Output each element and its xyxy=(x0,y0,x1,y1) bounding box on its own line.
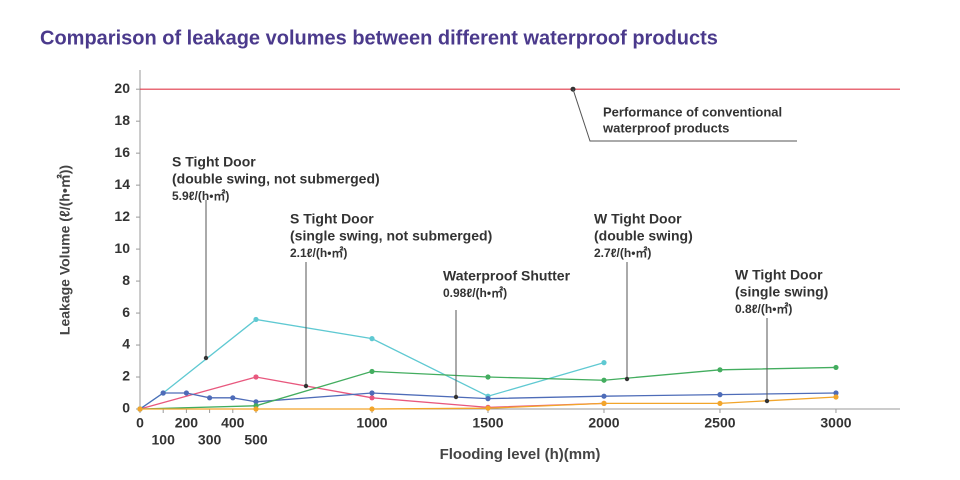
annotation-label: (single swing) xyxy=(735,284,828,300)
data-point xyxy=(485,374,491,380)
annotation-rate: 0.98ℓ/(h•㎡) xyxy=(443,285,507,300)
annotation-label: S Tight Door xyxy=(172,154,256,170)
leader-dot xyxy=(203,355,209,361)
x-tick-label: 0 xyxy=(136,415,144,431)
x-tick-label: 1000 xyxy=(356,415,387,431)
x-tick-label: 100 xyxy=(152,432,176,448)
annotation-label: W Tight Door xyxy=(594,211,682,227)
y-tick-label: 14 xyxy=(114,176,130,192)
x-tick-label: 2500 xyxy=(704,415,735,431)
x-tick-label: 400 xyxy=(221,415,245,431)
data-point xyxy=(833,394,839,400)
y-axis-label: Leakage Volume (ℓ/(h•㎡)) xyxy=(57,165,73,335)
leader-dot xyxy=(453,394,459,400)
data-point xyxy=(717,392,723,398)
data-point xyxy=(601,377,607,383)
y-tick-label: 8 xyxy=(122,272,130,288)
annotation-label: (double swing, not submerged) xyxy=(172,171,380,187)
x-tick-label: 2000 xyxy=(588,415,619,431)
annotation-rate: 0.8ℓ/(h•㎡) xyxy=(735,301,792,316)
y-tick-label: 10 xyxy=(114,240,130,256)
data-point xyxy=(833,364,839,371)
y-tick-label: 4 xyxy=(122,336,130,352)
leader-dot xyxy=(764,398,770,404)
data-point xyxy=(253,316,259,323)
data-point xyxy=(833,390,839,396)
leader-dot xyxy=(303,383,309,389)
data-point xyxy=(485,396,491,402)
annotation-label: W Tight Door xyxy=(735,267,823,283)
annotation-label: Waterproof Shutter xyxy=(443,268,571,284)
data-point xyxy=(717,367,723,373)
annotation-label: (single swing, not submerged) xyxy=(290,228,492,244)
leader xyxy=(572,89,797,142)
y-tick-label: 6 xyxy=(122,304,130,320)
data-point xyxy=(183,390,189,396)
y-tick-label: 16 xyxy=(114,144,130,160)
x-tick-label: 1500 xyxy=(472,415,503,431)
data-point xyxy=(137,406,143,412)
data-point xyxy=(206,395,213,401)
x-tick-label: 300 xyxy=(198,432,222,448)
data-point xyxy=(717,400,723,407)
y-tick-label: 18 xyxy=(114,112,130,128)
y-tick-label: 12 xyxy=(114,208,130,224)
data-point xyxy=(601,393,607,399)
annotation-rate: 5.9ℓ/(h•㎡) xyxy=(172,188,229,203)
data-point xyxy=(601,360,607,366)
annotation-label: S Tight Door xyxy=(290,211,374,227)
data-point xyxy=(253,399,259,405)
chart-title: Comparison of leakage volumes between di… xyxy=(40,27,718,49)
data-point xyxy=(253,374,259,380)
annotation-rate: 2.1ℓ/(h•㎡) xyxy=(290,245,347,260)
annotation-rate: 2.7ℓ/(h•㎡) xyxy=(594,245,651,260)
x-tick-label: 500 xyxy=(244,432,268,448)
x-axis-label: Flooding level (h)(mm) xyxy=(440,446,601,463)
data-point xyxy=(601,400,607,407)
data-point xyxy=(369,368,375,375)
data-point xyxy=(485,405,491,411)
y-tick-label: 2 xyxy=(122,368,130,384)
reference-label: Performance of conventional xyxy=(603,104,782,119)
data-point xyxy=(369,395,375,401)
x-tick-label: 200 xyxy=(175,415,199,431)
x-tick-label: 3000 xyxy=(820,415,851,431)
data-point xyxy=(160,390,166,396)
leader-dot xyxy=(624,376,630,382)
annotation-label: (double swing) xyxy=(594,228,693,244)
data-point xyxy=(369,390,375,396)
reference-label: waterproof products xyxy=(602,120,729,135)
data-point xyxy=(369,336,375,342)
y-tick-label: 0 xyxy=(122,400,130,416)
data-point xyxy=(253,406,259,412)
data-point xyxy=(230,395,236,401)
y-tick-label: 20 xyxy=(114,80,130,96)
data-point xyxy=(369,406,375,412)
